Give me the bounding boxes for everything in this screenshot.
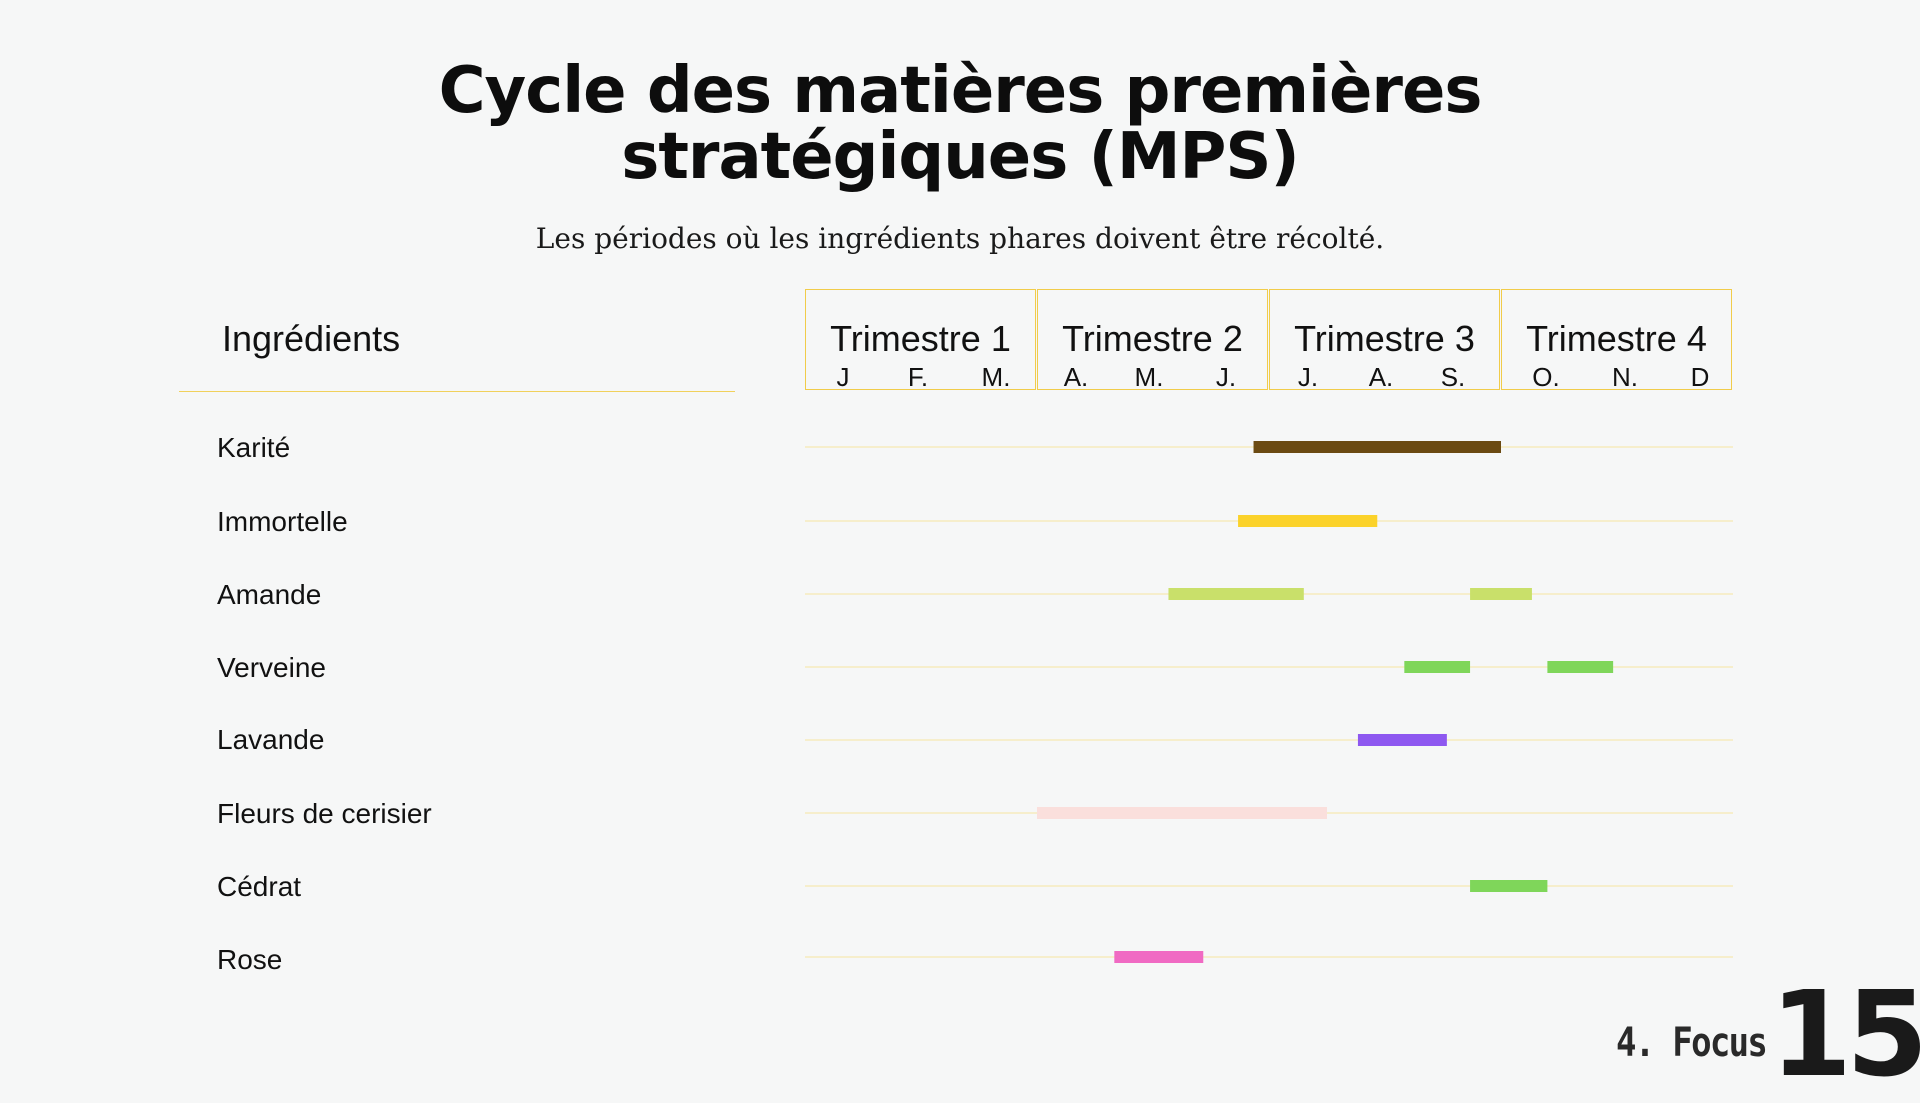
harvest-period-bar — [1114, 951, 1204, 963]
quarter-3-name: Trimestre 3 — [1294, 318, 1475, 359]
quarter-2-name: Trimestre 2 — [1062, 318, 1243, 359]
month-label: A. — [1368, 362, 1394, 392]
month-label: F. — [907, 362, 929, 392]
gantt-chart — [805, 441, 1733, 963]
month-label: J — [836, 362, 850, 392]
title-line-2: stratégiques (MPS) — [621, 120, 1300, 194]
row-label-fleurs-de-cerisier: Fleurs de cerisier — [217, 798, 432, 829]
harvest-period-bar — [1404, 661, 1471, 673]
row-label-cedrat: Cédrat — [217, 871, 302, 902]
month-label: M. — [981, 362, 1011, 392]
quarter-1-header: Trimestre 1 J F. M. — [805, 289, 1036, 392]
row-label-amande: Amande — [217, 579, 322, 610]
month-label: J. — [1215, 362, 1237, 392]
harvest-period-bar — [1357, 734, 1447, 746]
month-label: M. — [1134, 362, 1164, 392]
row-label-verveine: Verveine — [217, 652, 326, 683]
row-label-immortelle: Immortelle — [217, 506, 348, 537]
month-label: N. — [1612, 362, 1638, 392]
page-title: Cycle des matières premières stratégique… — [0, 58, 1920, 190]
row-label-karite: Karité — [217, 432, 291, 463]
row-label-lavande: Lavande — [217, 724, 325, 755]
harvest-period-bar — [1238, 515, 1378, 527]
section-label: 4. Focus — [1616, 1020, 1768, 1066]
quarter-4-name: Trimestre 4 — [1526, 318, 1707, 359]
harvest-period-bar — [1168, 588, 1304, 600]
quarter-3-header: Trimestre 3 J. A. S. — [1269, 289, 1500, 392]
page-number: 15 — [1770, 965, 1920, 1103]
month-label: J. — [1297, 362, 1319, 392]
ingredients-column-header: Ingrédients — [222, 318, 401, 359]
harvest-period-bar — [1037, 807, 1327, 819]
harvest-period-bar — [1253, 441, 1501, 453]
month-label: S. — [1440, 362, 1466, 392]
title-line-1: Cycle des matières premières — [438, 54, 1483, 128]
page-subtitle: Les périodes où les ingrédients phares d… — [535, 222, 1385, 255]
quarter-4-header: Trimestre 4 O. N. D — [1501, 289, 1732, 392]
row-label-rose: Rose — [217, 944, 283, 975]
harvest-period-bar — [1547, 661, 1614, 673]
header-divider — [179, 391, 735, 392]
month-label: D — [1690, 362, 1710, 392]
quarter-2-header: Trimestre 2 A. M. J. — [1037, 289, 1268, 392]
quarter-1-name: Trimestre 1 — [830, 318, 1011, 359]
month-label: A. — [1063, 362, 1089, 392]
harvest-period-bar — [1470, 588, 1532, 600]
month-label: O. — [1532, 362, 1560, 392]
harvest-period-bar — [1470, 880, 1548, 892]
